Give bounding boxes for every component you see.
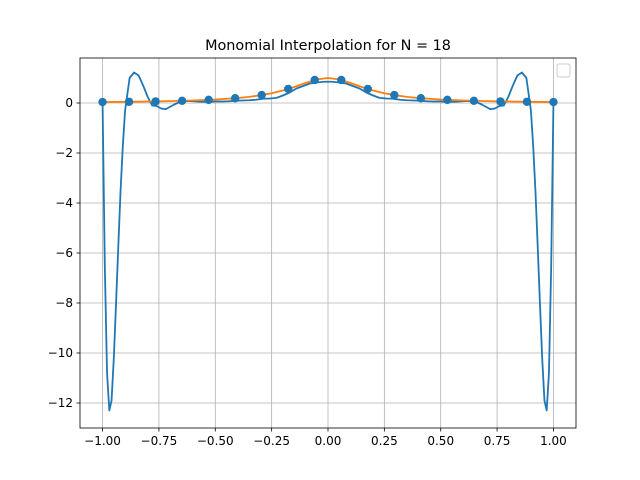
y-tick-label: −10 — [48, 346, 73, 360]
data-point — [469, 96, 479, 106]
y-tick-label: −4 — [55, 196, 73, 210]
data-point — [310, 75, 319, 85]
x-tick-label: 0.50 — [427, 434, 454, 448]
x-axis-ticks: −1.00 −0.75 −0.50 −0.25 0.00 0.25 0.50 0.75 1.00 — [84, 428, 567, 448]
x-tick-label: 0.25 — [371, 434, 398, 448]
data-point — [204, 95, 213, 105]
data-point — [363, 84, 372, 94]
y-tick-label: −8 — [55, 296, 73, 310]
x-tick-label: −1.00 — [84, 434, 121, 448]
data-point — [549, 97, 558, 107]
x-tick-label: −0.50 — [197, 434, 234, 448]
x-tick-label: 1.00 — [540, 434, 567, 448]
data-point — [390, 90, 399, 100]
x-tick-label: 0.75 — [484, 434, 511, 448]
data-point — [416, 94, 426, 103]
interpolant-line — [101, 71, 555, 412]
x-tick-label: −0.25 — [253, 434, 290, 448]
data-point — [177, 96, 187, 106]
x-tick-label: −0.75 — [141, 434, 178, 448]
data-point — [337, 75, 346, 85]
data-point — [496, 97, 505, 106]
grid-lines — [80, 58, 576, 428]
data-point — [257, 90, 266, 100]
data-point — [522, 97, 532, 106]
data-point — [230, 94, 240, 103]
data-points — [98, 75, 558, 107]
x-tick-label: 0.00 — [315, 434, 342, 448]
data-point — [98, 97, 107, 107]
y-axis-ticks: −12 −10 −8 −6 −4 −2 0 — [48, 96, 80, 410]
y-tick-label: −12 — [48, 396, 73, 410]
data-point — [443, 95, 452, 105]
chart-title: Monomial Interpolation for N = 18 — [205, 38, 451, 54]
legend-box — [556, 63, 571, 78]
data-point — [124, 97, 134, 106]
y-tick-label: 0 — [65, 96, 73, 110]
data-point — [284, 84, 293, 94]
y-tick-label: −6 — [55, 246, 73, 260]
data-point — [151, 97, 160, 106]
y-tick-label: −2 — [55, 146, 73, 160]
